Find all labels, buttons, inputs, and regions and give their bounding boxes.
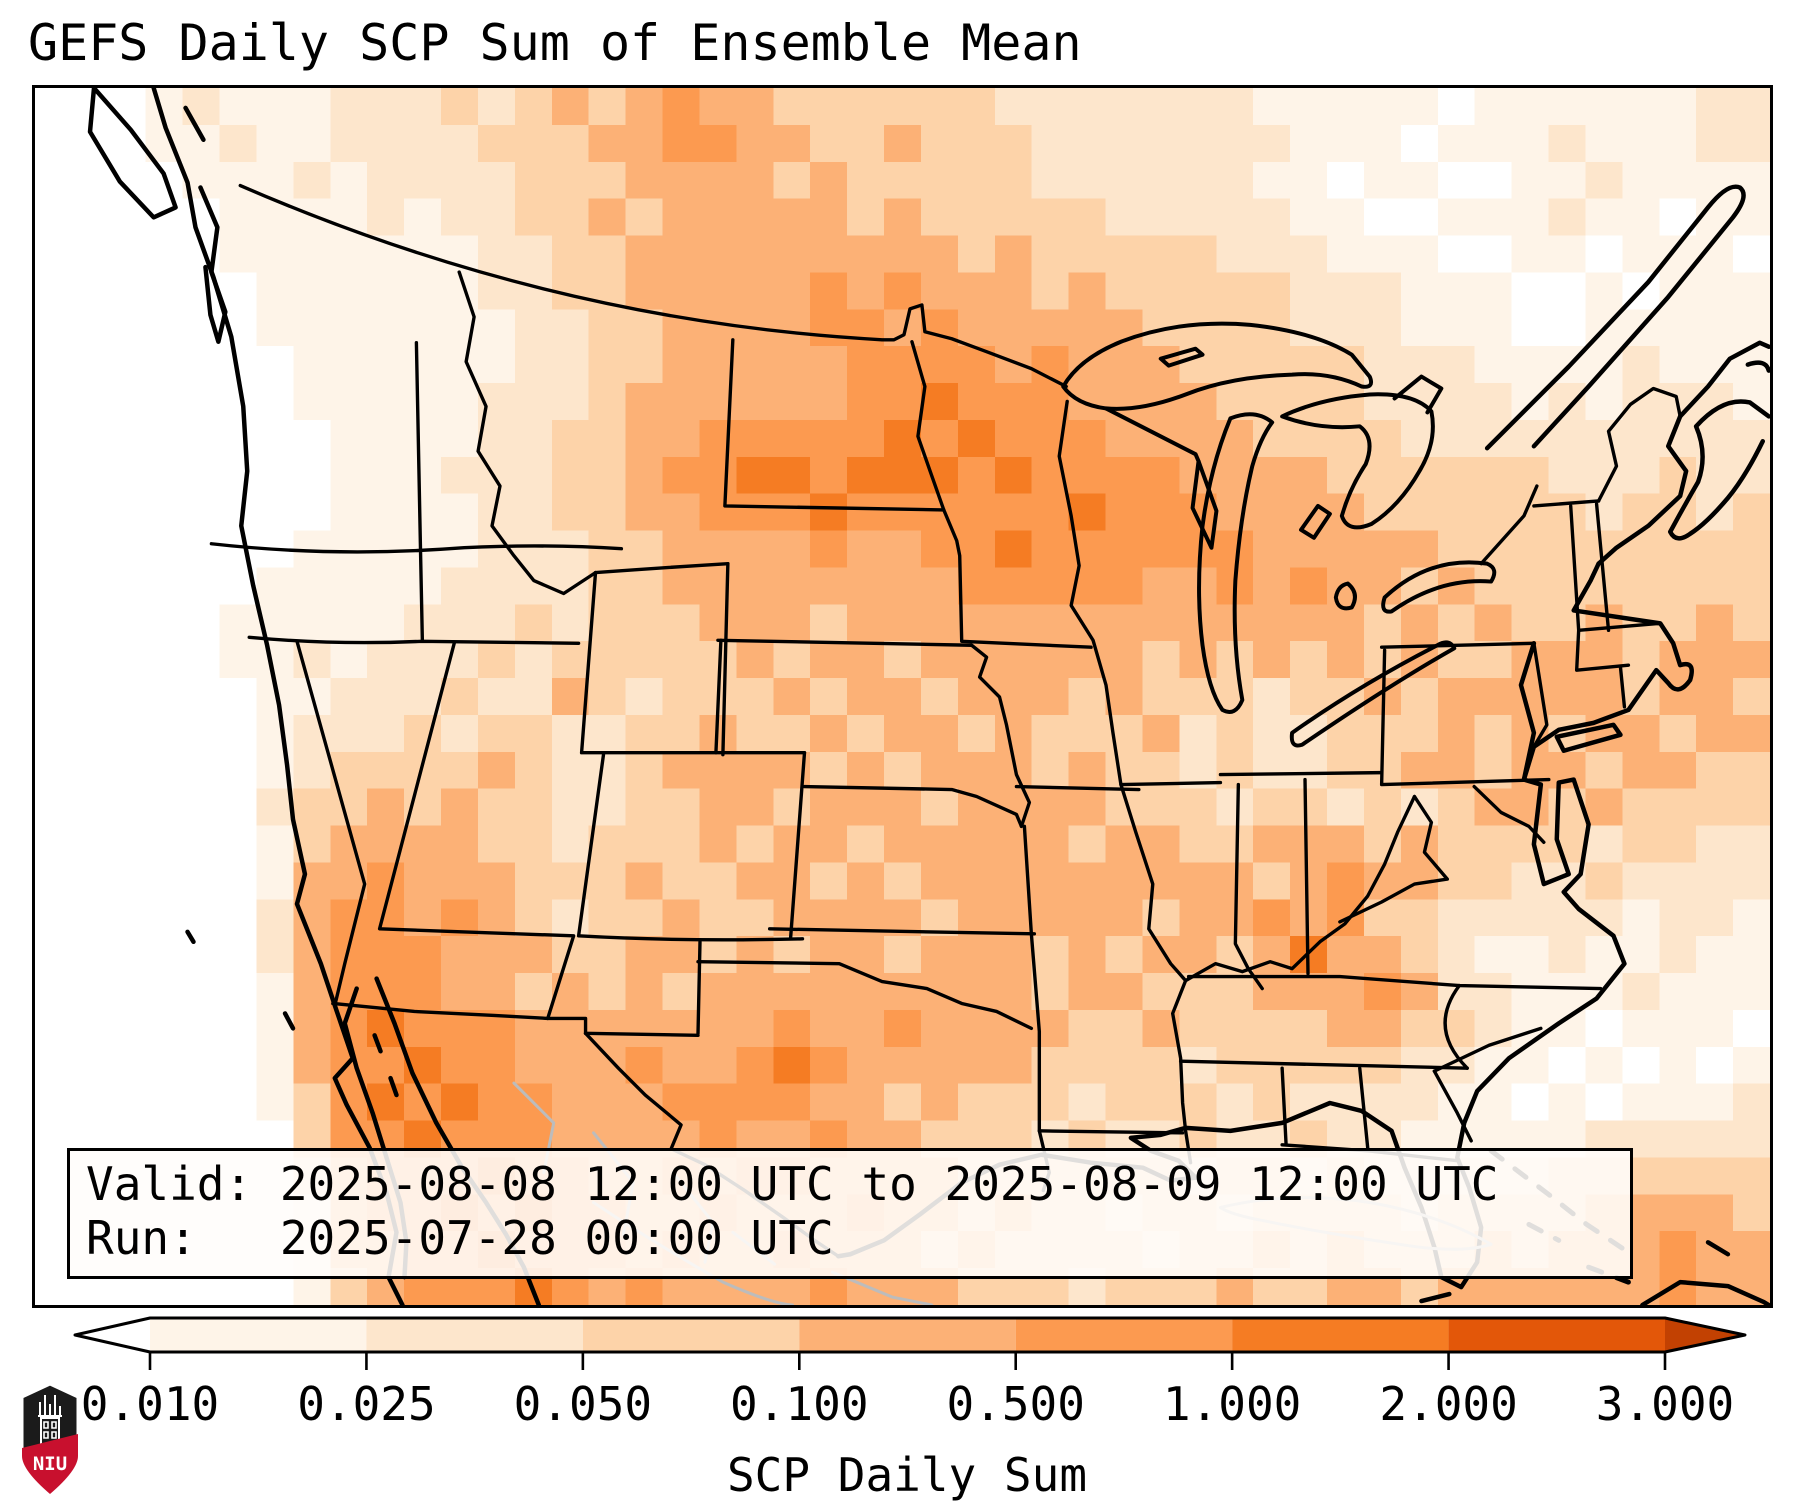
tick-label: 0.010: [81, 1377, 219, 1431]
colorbar-under-arrow: [75, 1318, 150, 1352]
tick-label: 2.000: [1379, 1377, 1517, 1431]
great-lakes-paths: [1061, 321, 1497, 748]
state-border-paths: [209, 183, 1682, 1258]
valid-run-info-box: Valid: 2025-08-08 12:00 UTC to 2025-08-0…: [67, 1148, 1633, 1279]
scp-heatmap: [35, 88, 1770, 1305]
tick-label: 0.050: [514, 1377, 652, 1431]
tick-label: 0.025: [297, 1377, 435, 1431]
map-outlines: [87, 88, 1770, 1305]
colorbar-ticks: [148, 1352, 1667, 1370]
tick-label: 0.500: [946, 1377, 1084, 1431]
tick-label: 1.000: [1163, 1377, 1301, 1431]
colorbar-tick-labels: 0.010 0.025 0.050 0.100 0.500 1.000 2.00…: [81, 1377, 1734, 1431]
run-time-text: Run: 2025-07-28 00:00 UTC: [86, 1211, 834, 1266]
tick-label: 0.100: [730, 1377, 868, 1431]
niu-red-band: [22, 1434, 78, 1494]
colorbar-axis-label: SCP Daily Sum: [726, 1448, 1088, 1502]
valid-time-text: Valid: 2025-08-08 12:00 UTC to 2025-08-0…: [86, 1157, 1499, 1211]
tick-label: 3.000: [1596, 1377, 1734, 1431]
coastline-paths: [87, 88, 1770, 1305]
map-plot-area: Valid: 2025-08-08 12:00 UTC to 2025-08-0…: [32, 85, 1773, 1308]
niu-text: NIU: [33, 1453, 67, 1475]
colorbar-segments: [75, 1318, 1745, 1352]
colorbar-over-arrow: [1665, 1318, 1745, 1352]
niu-logo: NIU: [20, 1382, 80, 1496]
figure-title: GEFS Daily SCP Sum of Ensemble Mean: [28, 14, 1082, 72]
colorbar: 0.010 0.025 0.050 0.100 0.500 1.000 2.00…: [73, 1316, 1747, 1431]
